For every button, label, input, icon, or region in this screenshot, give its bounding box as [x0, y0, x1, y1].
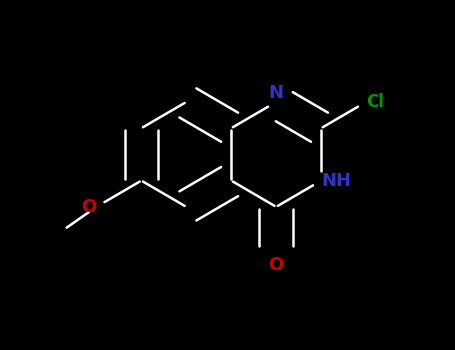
Text: NH: NH: [321, 172, 351, 190]
Text: Cl: Cl: [366, 93, 384, 111]
Text: O: O: [268, 256, 284, 274]
Text: O: O: [81, 198, 96, 216]
Text: N: N: [269, 84, 283, 102]
